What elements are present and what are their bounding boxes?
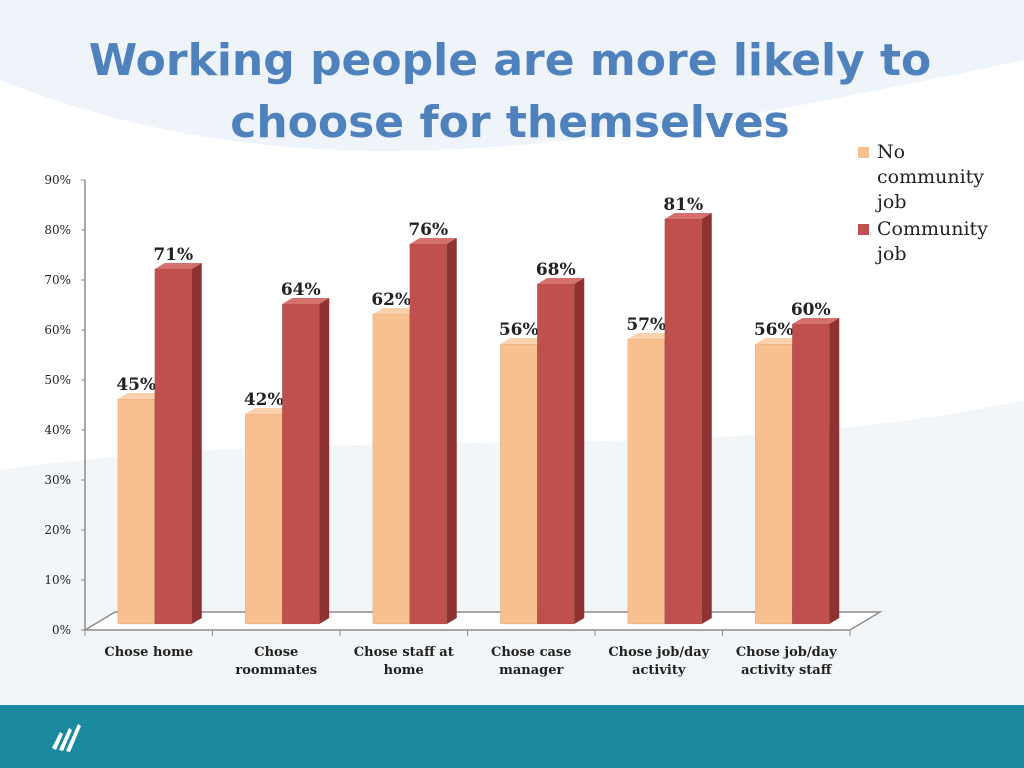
bar-top bbox=[664, 213, 712, 219]
bar-top bbox=[792, 318, 840, 324]
y-tick-label: 90% bbox=[44, 173, 71, 187]
bar-side bbox=[191, 263, 202, 624]
bar-side bbox=[319, 298, 330, 624]
data-label: 56% bbox=[754, 320, 794, 340]
bar bbox=[627, 338, 665, 625]
bar bbox=[664, 218, 702, 625]
bar-top bbox=[409, 238, 457, 244]
y-tick-label: 30% bbox=[44, 473, 71, 487]
bar bbox=[537, 283, 575, 625]
legend-label: Community job bbox=[877, 218, 988, 265]
bar bbox=[282, 303, 320, 625]
bar-top bbox=[537, 278, 585, 284]
bar bbox=[372, 313, 410, 625]
bar-top bbox=[282, 298, 330, 304]
y-tick-label: 20% bbox=[44, 523, 71, 537]
bar bbox=[500, 343, 538, 625]
slide-title: Working people are more likely to choose… bbox=[88, 35, 932, 148]
bar-side bbox=[829, 318, 840, 624]
y-tick-label: 10% bbox=[44, 573, 71, 587]
x-category-label: Chose job/day activity bbox=[608, 645, 709, 678]
data-label: 68% bbox=[536, 260, 576, 280]
data-label: 45% bbox=[116, 375, 156, 395]
data-label: 81% bbox=[663, 195, 703, 215]
logo-mark-icon bbox=[52, 724, 81, 752]
bar bbox=[755, 343, 793, 625]
x-category-label: Chose roommates bbox=[235, 645, 317, 678]
bar-top bbox=[627, 333, 675, 339]
footer-bar bbox=[0, 705, 1024, 768]
legend-swatch-community-job bbox=[858, 224, 869, 235]
y-tick-label: 50% bbox=[44, 373, 71, 387]
legend-swatch-no-community-job bbox=[858, 147, 869, 158]
data-label: 64% bbox=[281, 280, 321, 300]
data-label: 62% bbox=[371, 290, 411, 310]
y-tick-label: 70% bbox=[44, 273, 71, 287]
bar-side bbox=[701, 213, 712, 624]
y-tick-label: 0% bbox=[52, 623, 71, 637]
bar bbox=[792, 323, 830, 625]
data-label: 42% bbox=[244, 390, 284, 410]
x-category-label: Chose home bbox=[104, 645, 193, 660]
chart-legend: No community job Community job bbox=[858, 140, 1024, 269]
bar-top bbox=[755, 338, 803, 344]
y-tick-label: 80% bbox=[44, 223, 71, 237]
bar-side bbox=[446, 238, 457, 624]
bar bbox=[154, 268, 192, 625]
data-label: 71% bbox=[153, 245, 193, 265]
bar-side bbox=[574, 278, 585, 624]
data-label: 76% bbox=[408, 220, 448, 240]
bar-chart: 0% 10% 20% 30% 40% 50% 60% 70% 80% 90% 45% 71% Chose… bbox=[44, 173, 883, 678]
bar-top bbox=[117, 393, 165, 399]
bar-top bbox=[372, 308, 420, 314]
x-category-label: Chose staff at home bbox=[354, 645, 454, 678]
y-tick-label: 40% bbox=[44, 423, 71, 437]
data-label: 60% bbox=[791, 300, 831, 320]
bar-top bbox=[245, 408, 293, 414]
bar bbox=[409, 243, 447, 625]
bar-top bbox=[500, 338, 548, 344]
legend-item-community-job: Community job bbox=[858, 217, 1024, 267]
bar bbox=[245, 413, 283, 625]
legend-item-no-community-job: No community job bbox=[858, 140, 1024, 215]
y-tick-label: 60% bbox=[44, 323, 71, 337]
legend-label: No community job bbox=[877, 141, 985, 213]
data-label: 56% bbox=[499, 320, 539, 340]
data-label: 57% bbox=[626, 315, 666, 335]
bar bbox=[117, 398, 155, 625]
bar-top bbox=[154, 263, 202, 269]
x-category-label: Chose job/day activity staff bbox=[736, 645, 837, 678]
x-category-label: Chose case manager bbox=[491, 645, 572, 678]
